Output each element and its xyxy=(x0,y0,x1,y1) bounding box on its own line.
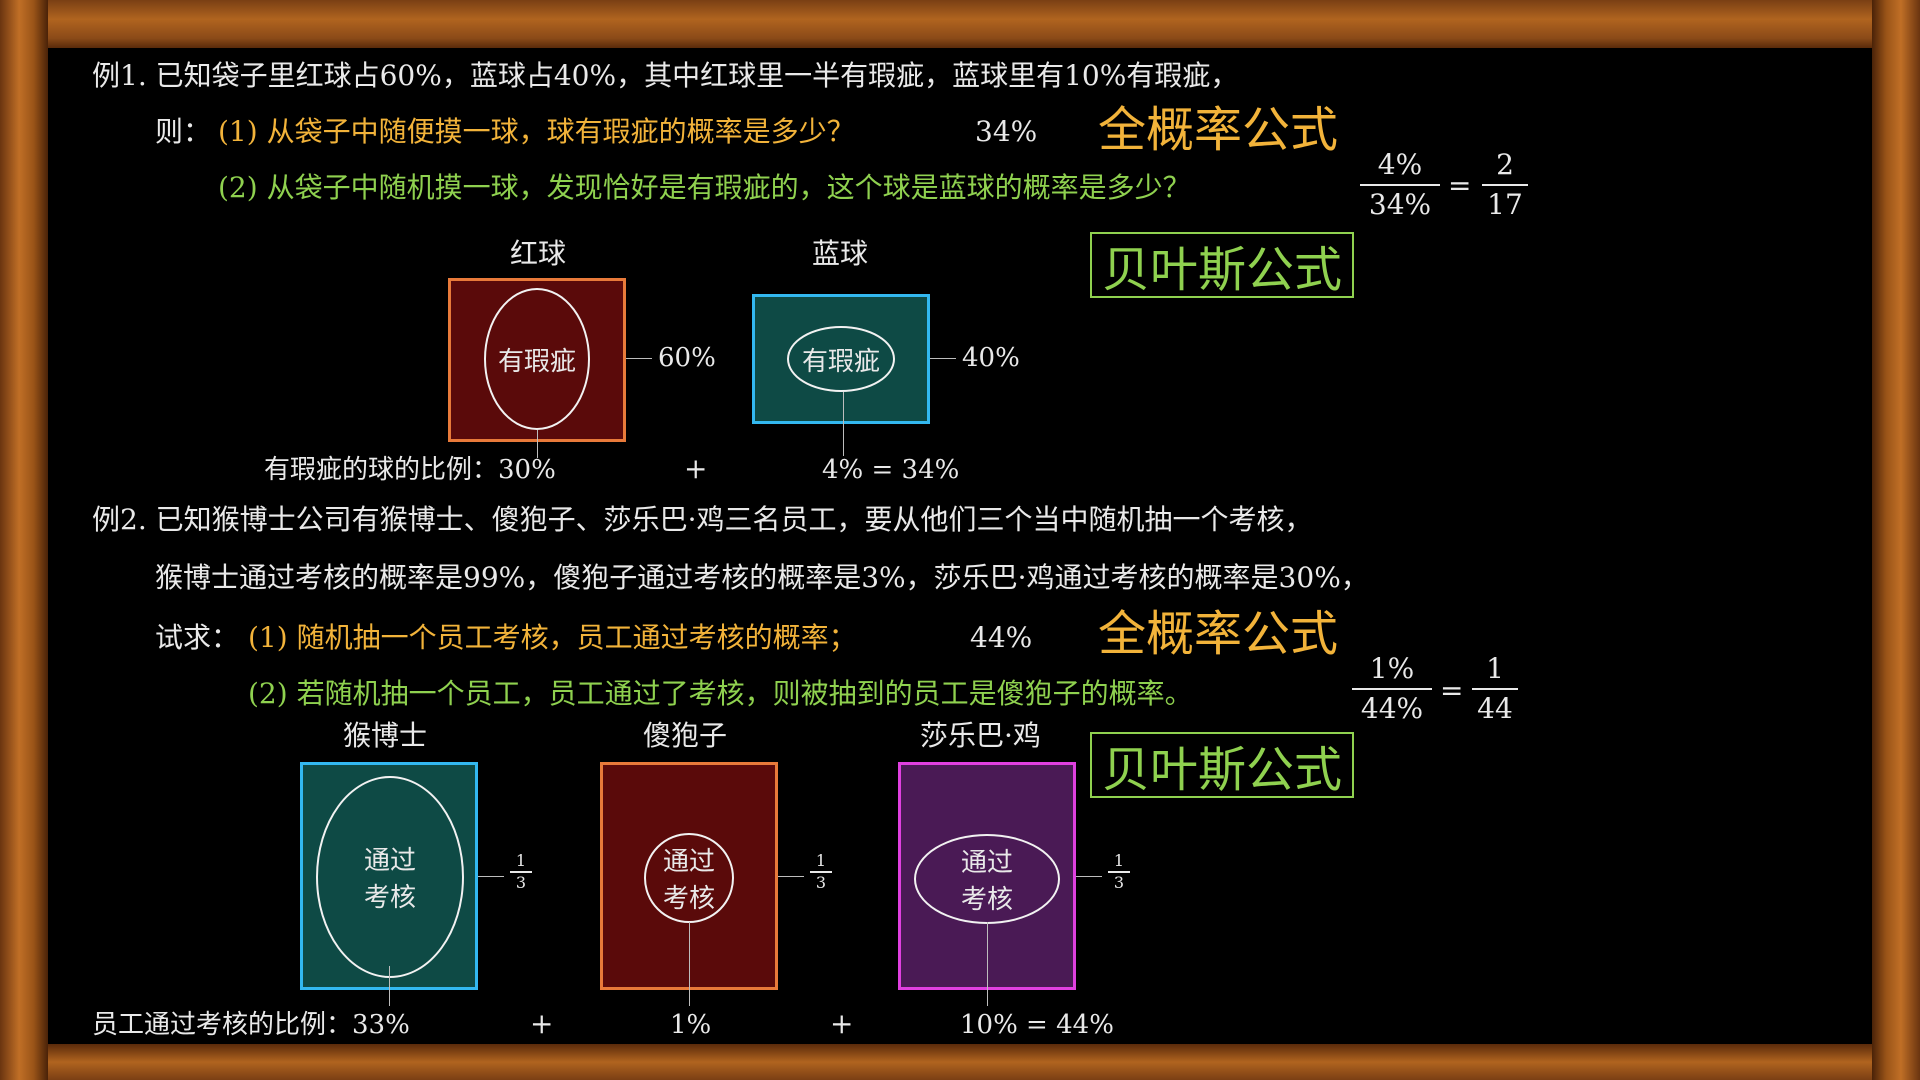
ex1-line1: 例1. 已知袋子里红球占60%，蓝球占40%，其中红球里一半有瑕疵，蓝球里有10… xyxy=(92,59,1239,92)
pass-ellipse-2: 通过 考核 xyxy=(644,833,734,923)
employee-title-1: 猴博士 xyxy=(343,719,428,752)
ex2-plus-2: + xyxy=(830,1007,854,1040)
ex1-frac2-num: 2 xyxy=(1496,148,1514,181)
pass-ellipse-1: 通过 考核 xyxy=(316,776,464,978)
third-den-2: 3 xyxy=(815,872,827,892)
ex1-bayes-tag: 贝叶斯公式 xyxy=(1090,232,1354,298)
pass-ellipse-3: 通过 考核 xyxy=(914,834,1060,924)
third-bar-1 xyxy=(510,871,532,873)
ex2-frac2-bar xyxy=(1472,688,1518,690)
pass-label-3b: 考核 xyxy=(960,885,1013,915)
red-ratio-connector xyxy=(537,430,538,458)
ex2-q1: (1) 随机抽一个员工考核，员工通过考核的概率； xyxy=(248,621,857,654)
ex1-frac-num: 4% xyxy=(1377,148,1423,181)
ex2-q2: (2) 若随机抽一个员工，员工通过了考核，则被抽到的员工是傻狍子的概率。 xyxy=(248,677,1193,710)
ex2-fraction-result: 1 44 xyxy=(1472,652,1518,726)
third-bar-3 xyxy=(1108,871,1130,873)
third-connector-3 xyxy=(1076,876,1102,877)
blue-ratio-connector xyxy=(843,392,844,456)
ex1-fraction: 4% 34% xyxy=(1360,148,1440,222)
ex2-mid-pct: 1% xyxy=(670,1010,712,1040)
employee-title-2: 傻狍子 xyxy=(643,719,728,752)
ex1-ratio-label: 有瑕疵的球的比例：30% xyxy=(264,455,556,485)
blue-pct: 40% xyxy=(962,343,1020,373)
ex2-bayes-tag: 贝叶斯公式 xyxy=(1090,732,1354,798)
pass-label-2a: 通过 xyxy=(662,847,715,877)
third-num-1: 1 xyxy=(515,851,527,870)
ex1-plus: + xyxy=(684,452,708,485)
pass-label-1b: 考核 xyxy=(363,883,416,913)
blue-defect-ellipse: 有瑕疵 xyxy=(787,326,895,392)
third-connector-1 xyxy=(478,876,504,877)
frame-left xyxy=(0,0,48,1080)
red-ball-title: 红球 xyxy=(510,237,567,270)
ex1-frac-den: 34% xyxy=(1368,188,1432,221)
ex1-frac-bar xyxy=(1360,184,1440,186)
frame-right xyxy=(1872,0,1920,1080)
ex2-last: 10% = 44% xyxy=(960,1010,1114,1040)
ratio-connector-2 xyxy=(689,922,690,1006)
ex1-answer1: 34% xyxy=(975,115,1038,148)
third-den-3: 3 xyxy=(1113,872,1125,892)
ex1-prefix: 则： xyxy=(155,115,212,148)
frame-bottom xyxy=(0,1044,1920,1080)
ex1-frac2-den: 17 xyxy=(1487,188,1523,221)
red-defect-ellipse: 有瑕疵 xyxy=(484,288,590,430)
pass-label-1a: 通过 xyxy=(363,846,416,876)
blue-ball-title: 蓝球 xyxy=(812,237,869,270)
ex2-ratio-label: 员工通过考核的比例：33% xyxy=(92,1010,410,1040)
ex2-line2: 猴博士通过考核的概率是99%，傻狍子通过考核的概率是3%，莎乐巴·鸡通过考核的概… xyxy=(155,561,1369,594)
ex2-equals: = xyxy=(1440,674,1464,707)
ex1-ratio-blue: 4% = 34% xyxy=(822,455,960,485)
ex2-answer1: 44% xyxy=(970,621,1033,654)
third-fraction-2: 1 3 xyxy=(810,852,832,892)
ex2-fraction: 1% 44% xyxy=(1352,652,1432,726)
red-pct: 60% xyxy=(658,343,716,373)
third-fraction-3: 1 3 xyxy=(1108,852,1130,892)
ex2-frac-bar xyxy=(1352,688,1432,690)
ex1-total-probability-tag: 全概率公式 xyxy=(1098,102,1339,158)
ratio-connector-1 xyxy=(389,966,390,1006)
ex2-plus-1: + xyxy=(530,1007,554,1040)
pass-label-3a: 通过 xyxy=(960,848,1013,878)
pass-label-2b: 考核 xyxy=(662,884,715,914)
ex2-prefix: 试求： xyxy=(155,621,240,654)
red-pct-connector xyxy=(626,358,652,359)
third-num-2: 1 xyxy=(815,851,827,870)
ex2-frac-num: 1% xyxy=(1369,652,1415,685)
employee-title-3: 莎乐巴·鸡 xyxy=(920,719,1041,752)
third-bar-2 xyxy=(810,871,832,873)
third-fraction-1: 1 3 xyxy=(510,852,532,892)
ex1-equals: = xyxy=(1448,169,1472,202)
third-num-3: 1 xyxy=(1113,851,1125,870)
ex1-q2: (2) 从袋子中随机摸一球，发现恰好是有瑕疵的，这个球是蓝球的概率是多少？ xyxy=(218,171,1191,204)
ex1-q1: (1) 从袋子中随便摸一球，球有瑕疵的概率是多少？ xyxy=(218,115,855,148)
ex1-frac2-bar xyxy=(1482,184,1528,186)
ex2-total-probability-tag: 全概率公式 xyxy=(1098,606,1339,662)
ratio-connector-3 xyxy=(987,922,988,1006)
third-den-1: 3 xyxy=(515,872,527,892)
blue-pct-connector xyxy=(930,358,956,359)
ex1-fraction-result: 2 17 xyxy=(1482,148,1528,222)
ex2-frac-den: 44% xyxy=(1360,692,1424,725)
frame-top xyxy=(0,0,1920,48)
ex2-frac2-den: 44 xyxy=(1477,692,1513,725)
ex2-line1: 例2. 已知猴博士公司有猴博士、傻狍子、莎乐巴·鸡三名员工，要从他们三个当中随机… xyxy=(92,503,1313,536)
ex2-frac2-num: 1 xyxy=(1486,652,1504,685)
third-connector-2 xyxy=(778,876,804,877)
